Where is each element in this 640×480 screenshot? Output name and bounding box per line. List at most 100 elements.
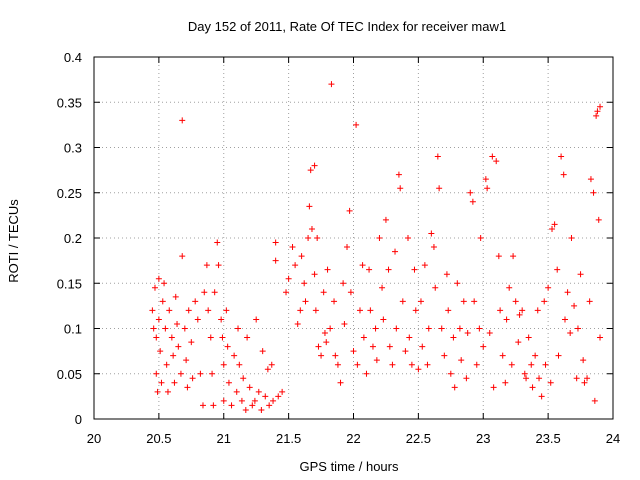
data-point	[188, 339, 195, 346]
grid-lines	[94, 57, 613, 419]
data-point	[372, 325, 379, 332]
x-tick-labels: 20 20.5 21 21.5 22 22.5 23 23.5 24	[87, 431, 620, 446]
data-point	[294, 320, 301, 327]
data-point	[595, 216, 602, 223]
data-point	[386, 343, 393, 350]
data-point	[159, 298, 166, 305]
data-point	[499, 352, 506, 359]
data-point	[218, 316, 225, 323]
data-point	[508, 361, 515, 368]
data-point	[318, 352, 325, 359]
data-point	[321, 330, 328, 337]
data-point	[306, 203, 313, 210]
data-point	[538, 393, 545, 400]
y-tick-label: 0.25	[57, 186, 82, 201]
data-point	[184, 384, 191, 391]
data-point	[315, 343, 322, 350]
data-point	[162, 325, 169, 332]
data-point	[495, 253, 502, 260]
data-point	[211, 289, 218, 296]
data-point	[158, 379, 165, 386]
data-point	[275, 393, 282, 400]
data-point	[385, 266, 392, 273]
data-point	[541, 298, 548, 305]
data-point	[236, 361, 243, 368]
data-point	[238, 397, 245, 404]
data-point	[428, 230, 435, 237]
data-point	[528, 361, 535, 368]
data-point	[510, 253, 517, 260]
data-point	[340, 280, 347, 287]
data-point	[438, 325, 445, 332]
data-point	[292, 262, 299, 269]
data-point	[534, 307, 541, 314]
data-point	[560, 171, 567, 178]
data-point	[406, 334, 413, 341]
data-point	[210, 402, 217, 409]
data-point	[593, 112, 600, 119]
data-point	[181, 325, 188, 332]
data-point	[170, 352, 177, 359]
data-point	[392, 248, 399, 255]
data-point	[469, 198, 476, 205]
data-point	[233, 388, 240, 395]
data-point	[574, 325, 581, 332]
data-point	[150, 325, 157, 332]
data-point	[521, 370, 528, 377]
data-point	[399, 298, 406, 305]
data-point	[314, 235, 321, 241]
data-point	[434, 153, 441, 160]
data-point	[549, 225, 556, 232]
data-point	[458, 357, 465, 364]
data-point	[177, 370, 184, 377]
data-point	[328, 81, 335, 88]
chart-title: Day 152 of 2011, Rate Of TEC Index for r…	[188, 19, 506, 34]
data-point	[344, 244, 351, 251]
x-tick-label: 21	[217, 431, 231, 446]
data-point	[155, 275, 162, 282]
data-point	[302, 298, 309, 305]
data-point	[175, 343, 182, 350]
data-point	[366, 266, 373, 273]
data-point	[231, 352, 238, 359]
data-point	[445, 307, 452, 314]
data-point	[266, 402, 273, 409]
data-point	[443, 271, 450, 278]
data-point	[503, 316, 510, 323]
data-point	[305, 235, 312, 241]
data-point	[242, 406, 249, 413]
y-tick-label: 0.05	[57, 367, 82, 382]
data-point	[262, 393, 269, 400]
data-point	[568, 235, 575, 241]
data-point	[573, 375, 580, 382]
data-point	[389, 361, 396, 368]
data-point	[502, 379, 509, 386]
y-tick-label: 0.3	[64, 141, 82, 156]
data-point	[555, 352, 562, 359]
data-point	[425, 325, 432, 332]
data-point	[597, 334, 604, 341]
data-point	[246, 384, 253, 391]
data-point	[516, 311, 523, 318]
data-point	[380, 316, 387, 323]
data-point	[402, 348, 409, 355]
data-point	[258, 406, 265, 413]
data-point	[308, 225, 315, 232]
data-point	[454, 280, 461, 287]
data-point	[451, 384, 458, 391]
data-point	[408, 361, 415, 368]
data-point	[591, 397, 598, 404]
data-point	[285, 275, 292, 282]
data-point	[220, 361, 227, 368]
data-point	[155, 316, 162, 323]
data-point	[324, 266, 331, 273]
data-point	[283, 289, 290, 296]
data-point	[581, 379, 588, 386]
data-point	[367, 307, 374, 314]
data-point	[441, 352, 448, 359]
data-point	[311, 271, 318, 278]
data-point	[360, 334, 367, 341]
data-point	[545, 284, 552, 291]
data-point	[235, 325, 242, 332]
